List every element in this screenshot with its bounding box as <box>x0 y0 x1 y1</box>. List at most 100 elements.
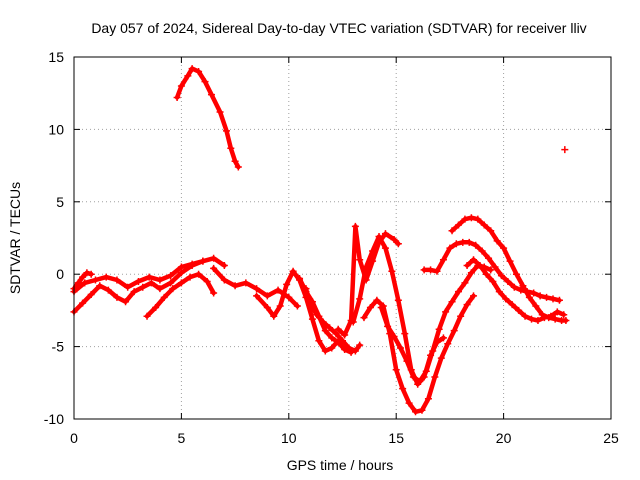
data-point <box>424 395 432 403</box>
data-point <box>145 273 153 281</box>
data-point <box>504 277 512 285</box>
x-tick-label: 10 <box>281 430 297 446</box>
data-point <box>500 244 508 252</box>
data-point <box>476 262 484 270</box>
data-point <box>253 285 261 293</box>
series-sat-j <box>334 222 402 339</box>
data-point <box>521 312 529 320</box>
data-point <box>480 221 488 229</box>
data-point <box>427 266 435 274</box>
x-axis-label: GPS time / hours <box>287 457 394 473</box>
data-point <box>173 94 181 102</box>
data-point <box>274 286 282 294</box>
data-point <box>184 72 192 80</box>
data-point <box>487 266 495 274</box>
data-point <box>478 247 486 255</box>
data-point <box>283 280 291 288</box>
data-point <box>341 345 349 353</box>
data-point <box>422 367 430 375</box>
data-point <box>390 235 398 243</box>
data-point <box>87 290 95 298</box>
data-point <box>79 299 87 307</box>
data-point <box>444 340 452 348</box>
series-trace <box>254 269 341 354</box>
data-point <box>210 254 218 262</box>
data-point <box>508 301 516 309</box>
data-point <box>263 292 271 300</box>
data-point <box>104 286 112 294</box>
data-point <box>96 282 104 290</box>
data-point <box>528 315 536 323</box>
chart-title: Day 057 of 2024, Sidereal Day-to-day VTE… <box>91 20 586 36</box>
data-point <box>416 377 424 385</box>
data-point <box>308 298 316 306</box>
data-point <box>347 348 355 356</box>
data-point <box>263 304 271 312</box>
data-point <box>394 296 402 304</box>
data-point <box>113 293 121 301</box>
data-point <box>321 347 329 355</box>
series-trace <box>421 240 562 303</box>
data-point <box>439 334 447 342</box>
data-point <box>465 238 473 246</box>
data-point <box>203 277 211 285</box>
data-point <box>439 256 447 264</box>
data-point <box>188 262 196 270</box>
plot-frame <box>73 56 612 420</box>
data-point <box>502 295 510 303</box>
data-point <box>510 283 518 291</box>
x-tick-label: 15 <box>388 430 404 446</box>
data-point <box>381 244 389 252</box>
data-point <box>551 315 559 323</box>
data-point <box>442 308 450 316</box>
data-point <box>487 227 495 235</box>
data-point <box>369 247 377 255</box>
y-tick-label: -5 <box>52 339 65 355</box>
series-sat-c <box>70 257 207 316</box>
data-point <box>160 293 168 301</box>
data-point <box>491 263 499 271</box>
data-point <box>437 354 445 362</box>
data-point <box>360 314 368 322</box>
data-point <box>401 330 409 338</box>
data-point <box>79 273 87 281</box>
series-sat-e <box>143 270 218 320</box>
data-point <box>242 279 250 287</box>
grid-lines <box>74 57 611 419</box>
y-tick-label: 0 <box>56 266 64 282</box>
data-point <box>446 244 454 252</box>
series-sat-l <box>360 292 478 416</box>
data-point <box>482 270 490 278</box>
data-point <box>506 257 514 265</box>
x-tick-label: 5 <box>178 430 186 446</box>
data-point <box>448 227 456 235</box>
data-point <box>87 270 95 278</box>
data-point <box>341 331 349 339</box>
data-point <box>366 304 374 312</box>
data-point <box>489 277 497 285</box>
data-point <box>169 285 177 293</box>
data-point <box>431 373 439 381</box>
series-sat-g <box>253 267 342 355</box>
x-tick-label: 25 <box>603 430 619 446</box>
data-point <box>199 257 207 265</box>
series-sat-i <box>296 275 355 356</box>
data-point <box>134 277 142 285</box>
data-point <box>122 298 130 306</box>
data-point <box>536 292 544 300</box>
series-sat-d <box>70 269 95 293</box>
data-point <box>234 163 242 171</box>
data-point <box>270 312 278 320</box>
data-point <box>530 289 538 297</box>
data-point <box>549 295 557 303</box>
data-point <box>485 254 493 262</box>
data-point <box>349 318 357 326</box>
data-point <box>375 233 383 241</box>
data-point <box>356 341 364 349</box>
data-point <box>130 288 138 296</box>
data-point <box>156 285 164 293</box>
data-point <box>362 263 370 271</box>
data-point <box>540 314 548 322</box>
data-point <box>543 293 551 301</box>
data-point <box>152 304 160 312</box>
